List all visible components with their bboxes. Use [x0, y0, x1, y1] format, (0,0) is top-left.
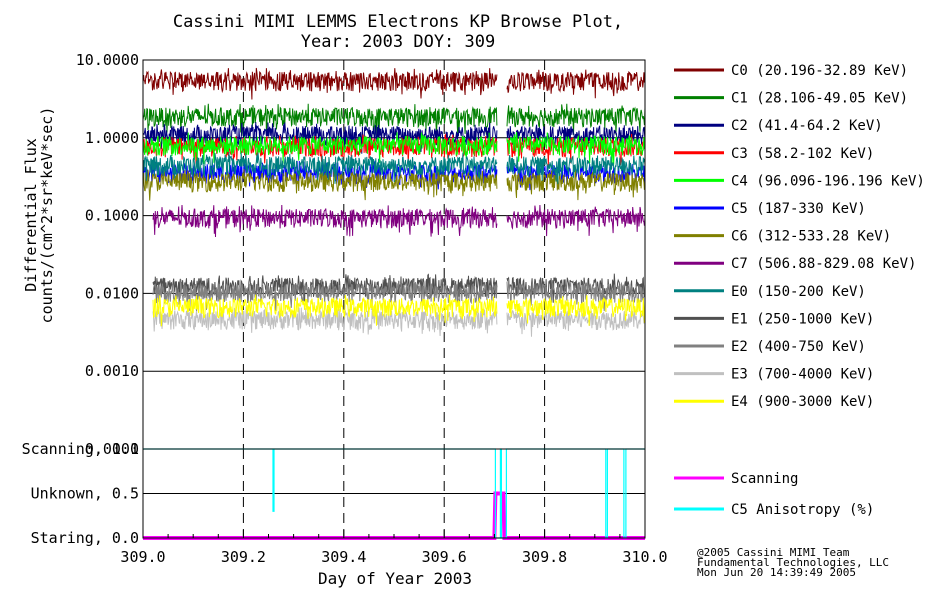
legend-label: C3 (58.2-102 KeV)	[731, 146, 874, 162]
legend-label: C4 (96.096-196.196 KeV)	[731, 173, 925, 189]
mode-trace-0	[143, 491, 645, 540]
flux-trace-4	[142, 131, 646, 165]
legend-label: E0 (150-200 KeV)	[731, 284, 866, 300]
flux-trace-1	[142, 103, 646, 136]
y-axis-label-line1: Differential Flux	[22, 138, 40, 292]
legend-label: E4 (900-3000 KeV)	[731, 394, 874, 410]
flux-trace-10	[152, 279, 646, 312]
flux-trace-8	[142, 152, 646, 185]
flux-trace-6	[142, 169, 646, 201]
y-axis-label-line2: counts/(cm^2*sr*keV*sec)	[38, 107, 56, 324]
flux-trace-11	[152, 306, 646, 337]
top-y-tick-label: 0.0010	[85, 362, 139, 380]
credits-line-2: Fundamental Technologies, LLC	[697, 556, 889, 569]
chart-subtitle: Year: 2003 DOY: 309	[301, 32, 495, 52]
top-y-tick-label: 1.0000	[85, 129, 139, 147]
legend-label: E2 (400-750 KeV)	[731, 339, 866, 355]
legend-label: C7 (506.88-829.08 KeV)	[731, 256, 916, 272]
x-tick-label: 310.0	[622, 548, 667, 566]
top-y-tick-label: 0.1000	[85, 207, 139, 225]
legend-label: C5 Anisotropy (%)	[731, 502, 874, 518]
legend-label: C5 (187-330 KeV)	[731, 201, 866, 217]
legend-label: C6 (312-533.28 KeV)	[731, 229, 891, 245]
flux-trace-0	[142, 67, 646, 100]
legend-label: C1 (28.106-49.05 KeV)	[731, 91, 908, 107]
x-tick-label: 309.4	[321, 548, 366, 566]
top-y-tick-label: 10.0000	[76, 51, 139, 69]
flux-trace-12	[152, 294, 646, 327]
top-y-tick-label: 0.0100	[85, 284, 139, 302]
legend-label: E3 (700-4000 KeV)	[731, 367, 874, 383]
bottom-y-tick-label: Scanning, 1.0	[22, 440, 139, 458]
x-axis-label: Day of Year 2003	[318, 569, 472, 588]
legend-label: C2 (41.4-64.2 KeV)	[731, 118, 883, 134]
top-y-tick-label: 0.0001	[85, 440, 139, 458]
credits-line-3: Mon Jun 20 14:39:49 2005	[697, 566, 856, 579]
chart-title: Cassini MIMI LEMMS Electrons KP Browse P…	[173, 12, 623, 32]
legend-label: E1 (250-1000 KeV)	[731, 311, 874, 327]
x-tick-label: 309.8	[522, 548, 567, 566]
bottom-y-tick-label: Unknown, 0.5	[31, 485, 139, 503]
legend-label: C0 (20.196-32.89 KeV)	[731, 63, 908, 79]
x-tick-label: 309.2	[221, 548, 266, 566]
x-tick-label: 309.0	[120, 548, 165, 566]
credits-line-1: @2005 Cassini MIMI Team	[697, 546, 850, 559]
x-tick-label: 309.6	[422, 548, 467, 566]
legend-label: Scanning	[731, 471, 798, 487]
bottom-y-tick-label: Staring, 0.0	[31, 529, 139, 547]
flux-trace-7	[152, 204, 646, 238]
